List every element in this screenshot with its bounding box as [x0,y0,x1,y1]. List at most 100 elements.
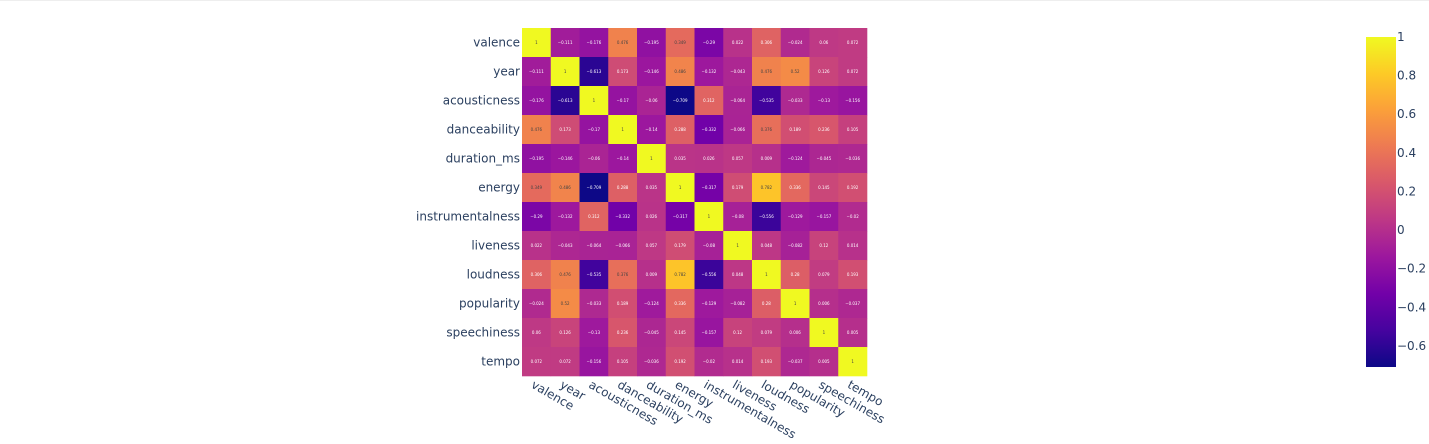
heatmap-cell-label: −0.146 [644,69,659,74]
heatmap-cell-loudness-acousticness [579,260,609,290]
heatmap-cell-label: 0.126 [818,69,830,74]
colorbar-tick-label: 1 [1397,30,1405,44]
heatmap-cell-label: 0.336 [674,301,686,306]
heatmap-cell-label: 0.192 [674,359,686,364]
colorbar-tick-labels: 1 0.8 0.6 0.4 0.2 0 −0.2 −0.4 −0.6 [1397,30,1426,353]
heatmap-cell-loudness-loudness [752,260,782,290]
heatmap-cell-label: 1 [535,40,538,45]
heatmap-cell-liveness-acousticness [579,231,609,261]
heatmap-cell-label: −0.29 [703,40,716,45]
colorbar-tick-label: 0.6 [1397,107,1416,121]
heatmap-cell-label: −0.082 [730,301,745,306]
heatmap-cell-label: 0.048 [732,272,744,277]
heatmap-cell-label: 0.014 [847,243,859,248]
heatmap-cell-label: −0.535 [759,98,774,103]
heatmap-cell-speechiness-liveness [723,318,753,348]
heatmap-cell-label: 0.057 [646,243,658,248]
heatmap-cell-speechiness-tempo [838,318,868,348]
heatmap-cell-energy-popularity [780,173,810,203]
heatmap-cell-label: 0.072 [847,40,859,45]
y-tick-label-valence: valence [473,36,520,50]
heatmap-cell-label: −0.332 [701,127,716,132]
heatmap-cell-label: −0.14 [645,127,658,132]
heatmap-cell-tempo-tempo [838,347,868,377]
heatmap-cell-label: 1 [736,243,739,248]
heatmap-cell-instrumentalness-energy [665,202,695,232]
heatmap-cell-label: −0.06 [588,156,601,161]
heatmap-cell-danceability-liveness [723,115,753,145]
heatmap-cell-label: 0.005 [818,359,830,364]
heatmap-cell-label: 0.312 [703,98,715,103]
heatmap-cell-label: 0.126 [559,330,571,335]
heatmap-cell-year-instrumentalness [694,57,724,87]
heatmap-cell-label: −0.06 [645,98,658,103]
heatmap-cell-label: 0.006 [789,330,801,335]
y-tick-label-energy: energy [478,181,520,195]
heatmap-cell-label: −0.043 [730,69,745,74]
heatmap-cell-instrumentalness-acousticness [579,202,609,232]
y-tick-label-loudness: loudness [467,268,520,282]
heatmap-cells [522,28,868,377]
heatmap-cell-label: −0.195 [644,40,659,45]
y-tick-label-danceability: danceability [447,123,520,137]
heatmap-cell-label: −0.332 [615,214,630,219]
heatmap-cell-liveness-speechiness [809,231,839,261]
heatmap-cell-energy-year [550,173,580,203]
heatmap-cell-energy-speechiness [809,173,839,203]
heatmap-cell-duration_ms-speechiness [809,144,839,174]
heatmap-cell-label: −0.613 [558,98,573,103]
heatmap-cell-label: −0.14 [616,156,629,161]
heatmap-cell-energy-duration_ms [637,173,667,203]
heatmap-cell-popularity-instrumentalness [694,289,724,319]
heatmap-cell-energy-instrumentalness [694,173,724,203]
heatmap-cell-duration_ms-acousticness [579,144,609,174]
heatmap-cell-year-liveness [723,57,753,87]
heatmap-cell-tempo-instrumentalness [694,347,724,377]
heatmap-cell-valence-instrumentalness [694,28,724,58]
heatmap-cell-year-popularity [780,57,810,87]
heatmap-cell-label: 0.009 [761,156,773,161]
y-tick-label-duration_ms: duration_ms [446,152,520,166]
heatmap-cell-label: −0.024 [529,301,544,306]
heatmap-cell-popularity-valence [522,289,552,319]
heatmap-cell-speechiness-danceability [608,318,638,348]
heatmap-cell-acousticness-instrumentalness [694,86,724,116]
heatmap-cell-label: 0.145 [674,330,686,335]
heatmap-cell-liveness-year [550,231,580,261]
heatmap-cell-label: −0.195 [529,156,544,161]
heatmap-cell-label: 0.312 [588,214,600,219]
heatmap-cell-loudness-speechiness [809,260,839,290]
heatmap-cell-label: 0.193 [847,272,859,277]
heatmap-cell-instrumentalness-speechiness [809,202,839,232]
heatmap-cell-label: −0.556 [759,214,774,219]
heatmap-cell-label: 0.06 [819,40,828,45]
heatmap-cell-label: −0.29 [530,214,543,219]
heatmap-cell-year-danceability [608,57,638,87]
heatmap-cell-instrumentalness-valence [522,202,552,232]
heatmap-cell-label: 0.009 [646,272,658,277]
heatmap-cell-label: −0.709 [586,185,601,190]
heatmap-cell-danceability-acousticness [579,115,609,145]
heatmap-cell-speechiness-instrumentalness [694,318,724,348]
heatmap-cell-tempo-valence [522,347,552,377]
heatmap-cell-tempo-duration_ms [637,347,667,377]
heatmap-cell-label: 0.057 [732,156,744,161]
heatmap-cell-label: −0.132 [701,69,716,74]
heatmap-cell-duration_ms-duration_ms [637,144,667,174]
heatmap-cell-label: 0.349 [531,185,543,190]
heatmap-cell-speechiness-duration_ms [637,318,667,348]
heatmap-cell-label: 0.236 [617,330,629,335]
colorbar-tick-label: −0.2 [1397,262,1426,276]
heatmap-cell-label: 1 [650,156,653,161]
heatmap-cell-acousticness-speechiness [809,86,839,116]
colorbar-tick-label: 0.4 [1397,146,1416,160]
heatmap-cell-label: −0.08 [731,214,744,219]
heatmap-cell-label: 0.376 [761,127,773,132]
heatmap-cell-label: 0.12 [733,330,742,335]
heatmap-cell-acousticness-tempo [838,86,868,116]
heatmap-cell-label: −0.156 [845,98,860,103]
heatmap-cell-speechiness-speechiness [809,318,839,348]
heatmap-cell-energy-liveness [723,173,753,203]
heatmap-cell-tempo-energy [665,347,695,377]
